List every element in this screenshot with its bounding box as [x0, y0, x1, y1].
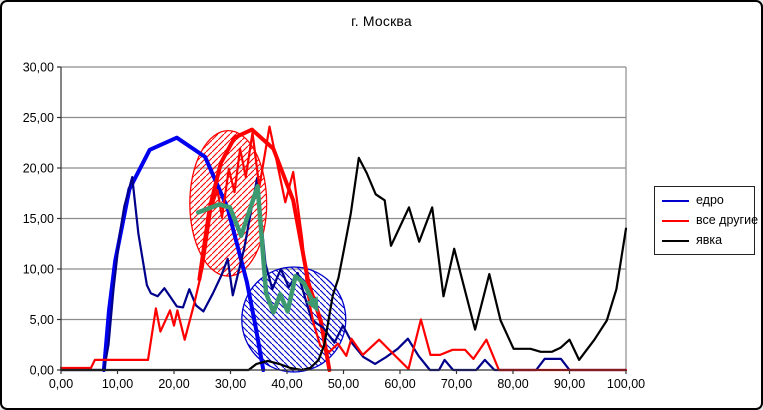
x-tick-label: 100,00 [607, 377, 645, 391]
y-tick-label: 20,00 [23, 161, 54, 175]
y-tick-label: 5,00 [30, 313, 54, 327]
legend-label: явка [696, 233, 723, 247]
series-line [59, 176, 628, 372]
legend-label: едро [696, 193, 724, 207]
x-tick-label: 30,00 [215, 377, 246, 391]
x-tick-label: 0,00 [49, 377, 73, 391]
legend-line-swatch [662, 199, 689, 202]
x-tick-label: 10,00 [102, 377, 133, 391]
x-tick-label: 40,00 [271, 377, 302, 391]
x-tick-label: 50,00 [328, 377, 359, 391]
chart-legend: едро все другие явка [654, 186, 758, 255]
x-tick-label: 60,00 [384, 377, 415, 391]
green-arrowhead-icon [306, 296, 319, 313]
y-tick-label: 25,00 [23, 111, 54, 125]
axes-layer: 0,00 5,00 10,00 15,00 20,00 25,00 30,00 0,00 10,… [23, 60, 645, 391]
series-line [59, 156, 628, 372]
series-line [59, 125, 628, 372]
green-arrow-annotation [196, 183, 319, 315]
legend-item: все другие [662, 214, 758, 227]
legend-item: едро [662, 194, 748, 207]
y-tick-label: 0,00 [30, 363, 54, 377]
y-tick-label: 15,00 [23, 212, 54, 226]
legend-label: все другие [696, 213, 759, 227]
legend-item: явка [662, 234, 748, 247]
y-tick-label: 30,00 [23, 60, 54, 74]
legend-line-swatch [662, 219, 689, 222]
legend-line-swatch [662, 239, 689, 242]
chart-title: г. Москва [351, 13, 412, 29]
x-tick-label: 70,00 [441, 377, 472, 391]
bell-blue-annotation [101, 135, 266, 372]
x-tick-label: 80,00 [497, 377, 528, 391]
y-tick-label: 10,00 [23, 262, 54, 276]
x-tick-label: 20,00 [158, 377, 189, 391]
x-tick-label: 90,00 [554, 377, 585, 391]
